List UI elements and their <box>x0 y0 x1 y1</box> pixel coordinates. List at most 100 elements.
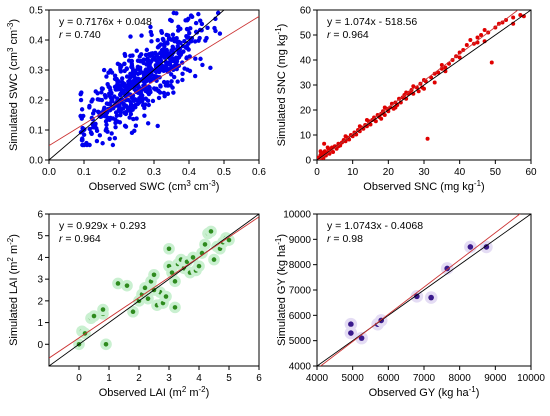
data-point <box>158 42 164 47</box>
data-point <box>196 11 201 17</box>
data-point <box>109 131 114 136</box>
data-point <box>422 86 426 91</box>
data-point <box>128 80 134 85</box>
data-point <box>156 95 162 101</box>
data-point <box>483 244 490 250</box>
data-point <box>153 87 158 92</box>
data-point <box>155 37 160 43</box>
data-point <box>108 68 113 73</box>
x-tick-label: 9000 <box>484 373 507 384</box>
y-tick-label: 9000 <box>289 235 312 246</box>
data-point <box>135 76 141 81</box>
x-tick-label: 5000 <box>342 373 365 384</box>
data-point <box>173 60 179 66</box>
data-point <box>129 130 135 136</box>
data-point <box>130 107 135 112</box>
data-point <box>150 51 156 57</box>
data-point <box>196 38 201 43</box>
data-point <box>145 121 151 126</box>
data-point <box>118 67 123 72</box>
data-point <box>103 113 108 119</box>
data-point <box>118 110 123 115</box>
x-tick-label: 8000 <box>449 373 472 384</box>
data-point <box>175 43 180 49</box>
correlation-label: r = 0.964 <box>59 233 101 245</box>
data-point <box>104 122 109 127</box>
data-point <box>108 91 114 96</box>
regression-line <box>49 16 259 146</box>
data-point <box>170 32 176 37</box>
data-point <box>145 296 151 301</box>
data-point <box>100 141 105 146</box>
data-point <box>482 28 487 32</box>
data-point <box>182 66 187 71</box>
data-point <box>436 70 441 75</box>
data-point <box>163 294 169 299</box>
data-point <box>193 56 198 61</box>
y-axis-title: Simulated SWC (cm3 cm-3) <box>6 19 21 151</box>
y-tick-label: 5000 <box>289 336 312 347</box>
correlation-label: r = 0.98 <box>327 233 363 245</box>
y-axis-title: Simulated SNC (mg kg-1) <box>274 24 289 147</box>
data-point <box>184 259 190 265</box>
x-axis-title: Observed GY (kg ha-1) <box>369 385 480 400</box>
data-point <box>348 330 354 336</box>
data-point <box>122 53 128 58</box>
data-point <box>200 62 205 68</box>
data-point <box>171 46 176 51</box>
data-point <box>134 116 139 121</box>
x-tick-label: 0.3 <box>147 167 161 178</box>
data-point <box>468 38 473 42</box>
y-tick-label: 5 <box>37 231 43 242</box>
data-point <box>123 124 129 129</box>
data-point <box>112 136 118 141</box>
data-point <box>389 101 394 106</box>
x-tick-label: 5 <box>226 373 232 384</box>
data-point <box>432 80 437 85</box>
data-point <box>172 305 178 310</box>
data-point <box>80 137 85 143</box>
data-point <box>212 25 217 31</box>
data-point <box>137 54 142 59</box>
x-tick-label: 6 <box>256 373 262 384</box>
data-point <box>165 68 170 73</box>
data-point <box>154 59 160 64</box>
data-point <box>101 67 107 73</box>
data-point <box>121 88 126 93</box>
x-tick-label: 0.5 <box>217 167 231 178</box>
x-tick-label: 30 <box>418 167 430 178</box>
data-point <box>115 61 121 67</box>
data-point <box>87 103 92 109</box>
data-point <box>184 26 190 32</box>
data-point <box>93 121 98 126</box>
one-to-one-line <box>49 214 259 366</box>
one-to-one-line <box>49 10 225 160</box>
data-point <box>133 123 139 128</box>
data-point <box>144 47 150 53</box>
y-tick-label: 20 <box>300 106 312 117</box>
chart-snc: 0 10 20 30 40 50 60 0 10 20 30 40 50 60 Observed SNC (… <box>274 6 537 194</box>
data-point <box>162 44 167 49</box>
regression-equation: y = 0.929x + 0.293 <box>59 220 146 232</box>
y-tick-label: 0.5 <box>29 6 43 17</box>
data-point <box>414 293 420 300</box>
x-tick-label: 0.1 <box>77 167 91 178</box>
y-tick-label: 6000 <box>289 311 312 322</box>
data-point <box>198 56 203 62</box>
data-point <box>203 38 208 43</box>
data-point <box>126 108 131 113</box>
data-point <box>79 107 85 112</box>
data-point <box>121 102 127 107</box>
y-tick-label: 0.3 <box>29 66 43 77</box>
data-point <box>188 26 193 31</box>
y-tick-label: 0.4 <box>29 36 43 47</box>
x-axis-title: Observed LAI (m2 m-2) <box>99 385 210 400</box>
data-point <box>146 52 152 57</box>
x-tick-label: 60 <box>525 167 537 178</box>
data-point <box>325 145 330 150</box>
data-point <box>81 113 86 119</box>
data-point <box>208 229 214 234</box>
data-point <box>373 119 378 124</box>
data-point <box>163 83 169 88</box>
data-point <box>102 92 108 98</box>
